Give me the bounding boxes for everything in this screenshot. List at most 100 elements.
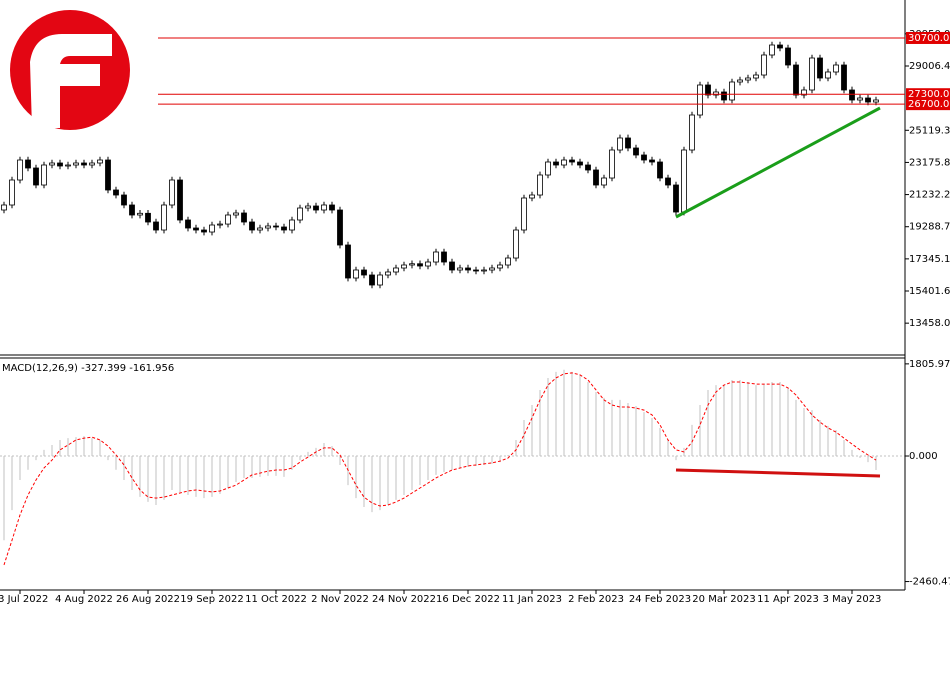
y-tick-label: 17345.15 <box>909 254 950 265</box>
candle-body <box>873 99 879 103</box>
candle-body <box>537 174 543 196</box>
candle-body <box>289 219 295 231</box>
level-label-box <box>906 98 950 111</box>
candle-body <box>417 263 423 267</box>
candle-body <box>257 227 263 231</box>
candle-body <box>265 225 271 229</box>
candle-body <box>489 267 495 271</box>
candle-body <box>97 159 103 164</box>
candle-body <box>209 224 215 233</box>
x-tick-label: 11 Oct 2022 <box>245 594 307 605</box>
candle-body <box>185 219 191 229</box>
candle-body <box>17 159 23 181</box>
candle-body <box>193 227 199 231</box>
candle-body <box>121 194 127 206</box>
candle-body <box>89 162 95 166</box>
candle-body <box>857 97 863 101</box>
candle-body <box>529 194 535 199</box>
candle-body <box>721 91 727 101</box>
candle-body <box>817 57 823 79</box>
candle-body <box>33 167 39 186</box>
candle-body <box>161 204 167 231</box>
candle-body <box>321 204 327 211</box>
candle-body <box>609 149 615 179</box>
level-label: 26700.00 <box>908 99 950 110</box>
candle-body <box>305 205 311 209</box>
candle-body <box>25 159 31 169</box>
x-tick-label: 2 Nov 2022 <box>311 594 369 605</box>
candle-body <box>785 47 791 66</box>
x-tick-label: 20 Mar 2023 <box>692 594 755 605</box>
candle-body <box>673 184 679 213</box>
candle-body <box>57 162 63 167</box>
candle-body <box>649 159 655 163</box>
trend-line <box>675 106 881 219</box>
indicator-title: MACD(12,26,9) -327.399 -161.956 <box>2 363 174 374</box>
candle-body <box>137 212 143 216</box>
candle-body <box>129 204 135 216</box>
candle-body <box>617 137 623 151</box>
candle-body <box>369 274 375 286</box>
x-tick-label: 2 Feb 2023 <box>568 594 624 605</box>
candle-body <box>337 209 343 246</box>
logo-letter <box>30 34 112 128</box>
candle-body <box>585 164 591 171</box>
candle-body <box>241 212 247 223</box>
candle-body <box>601 177 607 186</box>
candle-body <box>833 64 839 73</box>
level-label-box <box>906 88 950 101</box>
x-tick-label: 11 Apr 2023 <box>757 594 819 605</box>
candle-body <box>217 223 223 226</box>
candle-body <box>409 263 415 266</box>
y-tick-label: 29006.45 <box>909 61 950 72</box>
candle-body <box>681 149 687 213</box>
candle-body <box>657 161 663 179</box>
candle-body <box>545 161 551 176</box>
candle-body <box>281 226 287 231</box>
candle-body <box>841 64 847 91</box>
x-tick-label: 26 Aug 2022 <box>116 594 180 605</box>
trend-line <box>675 468 881 478</box>
candle-body <box>393 267 399 273</box>
candle-body <box>745 77 751 81</box>
candle-body <box>225 214 231 225</box>
candle-body <box>473 269 479 272</box>
candle-body <box>145 212 151 223</box>
level-label: 30700.00 <box>908 33 950 44</box>
candle-body <box>777 44 783 49</box>
candle-body <box>457 267 463 271</box>
candle-body <box>433 251 439 263</box>
candle-body <box>737 79 743 83</box>
candle-body <box>497 264 503 269</box>
x-tick-label: 13 Jul 2022 <box>0 594 48 605</box>
candle-body <box>65 164 71 167</box>
candle-body <box>377 274 383 286</box>
candle-body <box>345 244 351 279</box>
candle-body <box>801 89 807 96</box>
candle-body <box>865 97 871 103</box>
level-label: 27300.00 <box>908 89 950 100</box>
y-tick-label: 21232.25 <box>909 190 950 201</box>
candle-body <box>689 114 695 151</box>
x-tick-label: 24 Feb 2023 <box>629 594 691 605</box>
candle-body <box>481 269 487 272</box>
candle-body <box>401 264 407 269</box>
candle-body <box>153 221 159 231</box>
candle-body <box>73 162 79 166</box>
candle-body <box>769 44 775 56</box>
candle-body <box>561 159 567 166</box>
x-tick-label: 11 Jan 2023 <box>502 594 562 605</box>
candle-body <box>753 74 759 79</box>
candle-body <box>713 91 719 96</box>
candle-body <box>577 161 583 166</box>
logo <box>10 10 130 130</box>
x-tick-label: 4 Aug 2022 <box>55 594 113 605</box>
candle-body <box>505 257 511 266</box>
level-label-box <box>906 31 950 44</box>
candle-body <box>177 179 183 221</box>
candle-body <box>705 84 711 96</box>
candle-body <box>297 207 303 221</box>
y-tick-label: -2460.477 <box>909 577 950 588</box>
candle-body <box>569 159 575 163</box>
